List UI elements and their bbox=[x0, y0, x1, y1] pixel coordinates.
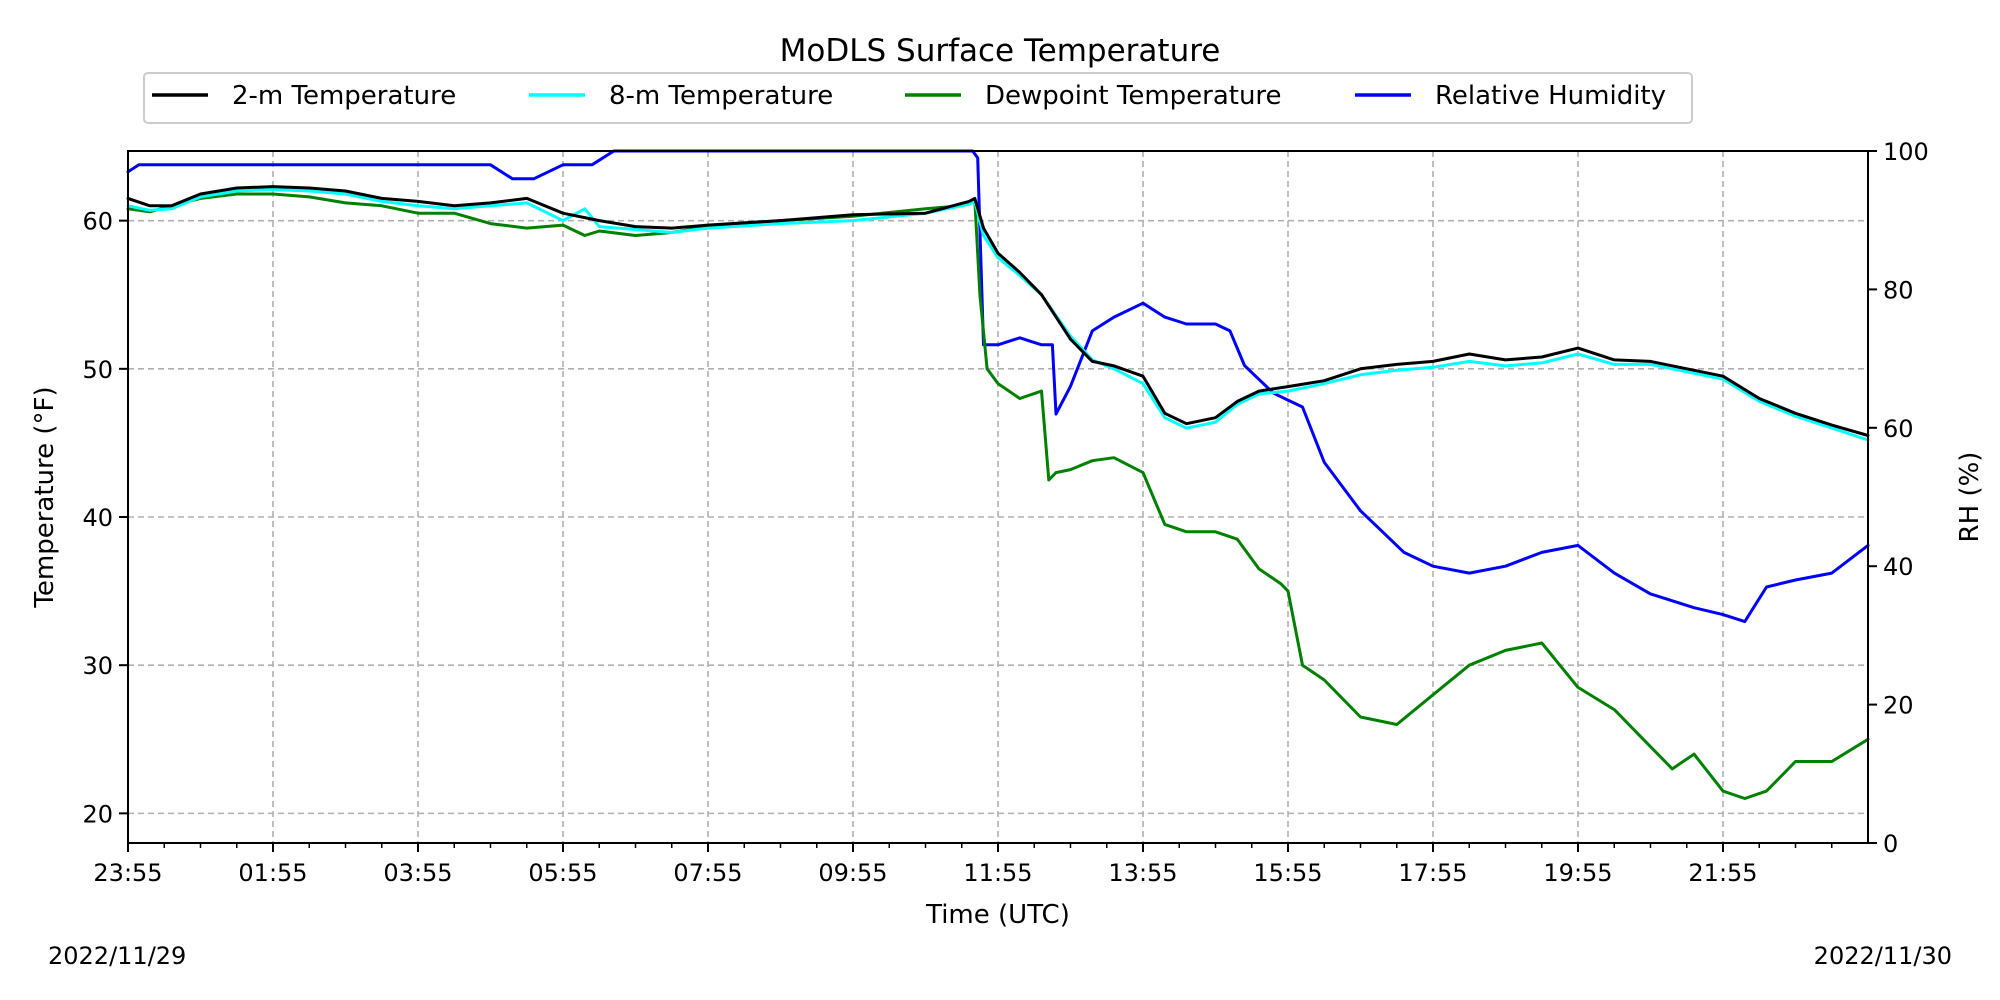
x-axis-label: Time (UTC) bbox=[925, 900, 1070, 930]
y-tick-label: 30 bbox=[82, 652, 113, 680]
legend: 2-m Temperature 8-m Temperature Dewpoint T… bbox=[143, 72, 1693, 124]
x-tick-label: 05:55 bbox=[528, 859, 597, 887]
x-tick-label: 19:55 bbox=[1543, 859, 1612, 887]
y2-tick-label: 20 bbox=[1883, 692, 1914, 720]
legend-label-dewpoint-temperature: Dewpoint Temperature bbox=[985, 81, 1282, 111]
legend-label-2-m-temperature: 2-m Temperature bbox=[232, 81, 456, 111]
y-axis-right: 0 20 40 60 80 100 bbox=[1868, 138, 1929, 858]
y2-axis-label: RH (%) bbox=[1955, 452, 1985, 543]
y-tick-label: 50 bbox=[82, 356, 113, 384]
legend-frame bbox=[143, 72, 1693, 124]
end-date-label: 2022/11/30 bbox=[1813, 942, 1952, 970]
y-axis-label: Temperature (°F) bbox=[30, 386, 60, 608]
y-tick-label: 20 bbox=[82, 800, 113, 828]
y2-tick-label: 0 bbox=[1883, 830, 1898, 858]
y2-tick-label: 40 bbox=[1883, 553, 1914, 581]
y-tick-label: 40 bbox=[82, 504, 113, 532]
y2-tick-label: 100 bbox=[1883, 138, 1929, 166]
series-line-dewpoint-temperature bbox=[126, 192, 1870, 800]
chart-title: MoDLS Surface Temperature bbox=[780, 33, 1221, 69]
x-tick-label: 03:55 bbox=[383, 859, 452, 887]
y2-tick-label: 60 bbox=[1883, 415, 1914, 443]
series-line-2-m-temperature bbox=[126, 185, 1870, 437]
grid bbox=[128, 151, 1868, 843]
x-axis: 23:55 01:55 03:55 05:55 07:55 09:55 11:55 13:55… bbox=[93, 843, 1833, 887]
y-axis-left: 20 30 40 50 60 bbox=[82, 208, 128, 828]
x-tick-label: 17:55 bbox=[1398, 859, 1467, 887]
y-tick-label: 60 bbox=[82, 208, 113, 236]
series-layer bbox=[126, 149, 1870, 800]
x-tick-label: 11:55 bbox=[963, 859, 1032, 887]
x-tick-label: 01:55 bbox=[238, 859, 307, 887]
y2-tick-label: 80 bbox=[1883, 276, 1914, 304]
x-tick-label: 07:55 bbox=[673, 859, 742, 887]
x-tick-label: 13:55 bbox=[1108, 859, 1177, 887]
series-line-relative-humidity bbox=[126, 149, 1870, 624]
legend-label-8-m-temperature: 8-m Temperature bbox=[609, 81, 833, 111]
x-tick-label: 09:55 bbox=[818, 859, 887, 887]
x-tick-label: 23:55 bbox=[93, 859, 162, 887]
x-tick-label: 15:55 bbox=[1253, 859, 1322, 887]
legend-label-relative-humidity: Relative Humidity bbox=[1435, 81, 1666, 111]
x-tick-label: 21:55 bbox=[1688, 859, 1757, 887]
start-date-label: 2022/11/29 bbox=[48, 942, 187, 970]
